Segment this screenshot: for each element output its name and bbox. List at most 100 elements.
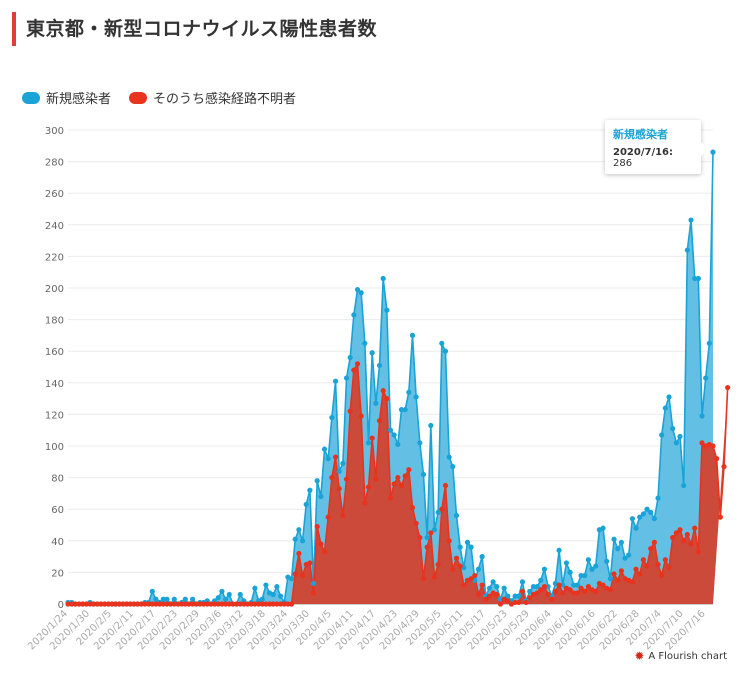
data-point-unknown-route — [545, 591, 551, 598]
data-point-new-cases — [310, 580, 317, 587]
data-point-new-cases — [710, 149, 716, 155]
data-point-new-cases — [604, 558, 610, 564]
data-point-unknown-route — [113, 601, 119, 607]
y-tick-label: 240 — [45, 221, 64, 232]
data-point-new-cases — [629, 516, 635, 522]
data-point-unknown-route — [556, 582, 562, 588]
data-point-unknown-route — [673, 530, 679, 536]
data-point-new-cases — [252, 585, 258, 591]
data-point-new-cases — [149, 588, 155, 594]
data-point-new-cases — [673, 440, 679, 446]
data-point-new-cases — [274, 584, 280, 590]
data-point-new-cases — [351, 312, 357, 318]
data-point-unknown-route — [420, 576, 427, 582]
data-point-new-cases — [644, 506, 650, 512]
data-point-new-cases — [640, 511, 646, 517]
data-point-new-cases — [347, 354, 353, 361]
y-tick-label: 220 — [45, 252, 64, 263]
data-point-unknown-route — [578, 585, 584, 591]
data-point-unknown-route — [197, 601, 203, 607]
tooltip-body: 2020/7/16: 286 — [613, 147, 693, 169]
y-tick-label: 40 — [51, 537, 64, 548]
data-point-unknown-route — [600, 582, 606, 588]
legend-item-unknown-route[interactable]: そのうち感染経路不明者 — [129, 88, 296, 107]
data-point-unknown-route — [402, 473, 408, 479]
data-point-unknown-route — [714, 456, 720, 462]
y-tick-label: 300 — [45, 126, 64, 137]
data-point-unknown-route — [201, 601, 207, 607]
data-point-new-cases — [545, 584, 551, 590]
data-point-unknown-route — [571, 590, 577, 596]
data-point-unknown-route — [710, 443, 716, 449]
data-point-unknown-route — [87, 601, 93, 607]
data-point-unknown-route — [369, 435, 375, 441]
data-point-new-cases — [164, 596, 170, 602]
data-point-new-cases — [336, 468, 342, 474]
data-point-unknown-route — [124, 601, 130, 607]
data-point-unknown-route — [263, 601, 269, 607]
data-point-unknown-route — [428, 530, 434, 536]
data-point-new-cases — [226, 591, 232, 598]
data-point-unknown-route — [175, 601, 181, 607]
data-point-unknown-route — [659, 572, 665, 579]
data-point-unknown-route — [431, 574, 438, 580]
data-point-new-cases — [376, 362, 383, 369]
data-point-unknown-route — [699, 440, 705, 446]
y-tick-label: 120 — [45, 410, 64, 421]
data-point-unknown-route — [296, 550, 302, 557]
data-point-unknown-route — [398, 482, 405, 489]
data-point-unknown-route — [127, 601, 133, 607]
data-point-new-cases — [651, 516, 657, 522]
data-point-new-cases — [435, 509, 441, 515]
data-point-unknown-route — [406, 467, 412, 473]
data-point-new-cases — [464, 539, 471, 545]
data-point-new-cases — [648, 509, 654, 515]
data-point-unknown-route — [644, 563, 650, 569]
y-tick-label: 80 — [51, 474, 64, 485]
y-tick-label: 20 — [51, 568, 64, 579]
data-point-unknown-route — [230, 601, 236, 607]
data-point-new-cases — [567, 569, 573, 576]
data-point-unknown-route — [413, 520, 419, 527]
data-point-unknown-route — [365, 484, 372, 490]
data-point-new-cases — [684, 247, 690, 253]
data-point-unknown-route — [226, 601, 232, 607]
data-point-unknown-route — [72, 601, 78, 607]
data-point-unknown-route — [325, 514, 331, 520]
data-point-new-cases — [699, 413, 705, 419]
flourish-credit[interactable]: ✹ A Flourish chart — [634, 649, 727, 663]
data-point-unknown-route — [692, 525, 698, 531]
data-point-unknown-route — [69, 601, 75, 607]
data-point-unknown-route — [640, 557, 646, 563]
legend-swatch-new-cases — [22, 91, 40, 104]
y-tick-label: 0 — [58, 600, 64, 611]
data-point-new-cases — [325, 456, 331, 462]
data-point-unknown-route — [472, 572, 478, 579]
data-point-new-cases — [153, 596, 159, 602]
data-point-unknown-route — [222, 601, 229, 607]
data-point-new-cases — [607, 576, 613, 582]
data-point-new-cases — [666, 394, 672, 400]
data-point-unknown-route — [648, 546, 654, 552]
data-point-unknown-route — [618, 568, 624, 574]
data-point-unknown-route — [347, 408, 353, 414]
data-point-new-cases — [593, 563, 599, 569]
data-point-new-cases — [541, 566, 548, 572]
data-point-new-cases — [659, 432, 665, 438]
data-point-new-cases — [662, 405, 668, 411]
y-tick-label: 260 — [45, 189, 64, 200]
data-point-unknown-route — [307, 560, 313, 566]
data-point-new-cases — [263, 582, 269, 588]
data-point-unknown-route — [468, 576, 474, 582]
data-point-unknown-route — [190, 601, 196, 607]
data-point-unknown-route — [391, 481, 397, 487]
data-point-unknown-route — [585, 584, 592, 590]
data-point-unknown-route — [135, 601, 141, 607]
data-point-unknown-route — [376, 418, 383, 424]
data-point-new-cases — [237, 591, 243, 598]
data-point-new-cases — [215, 595, 221, 601]
legend-item-new-cases[interactable]: 新規感染者 — [22, 88, 111, 107]
data-point-unknown-route — [527, 595, 533, 601]
data-point-unknown-route — [475, 591, 482, 598]
